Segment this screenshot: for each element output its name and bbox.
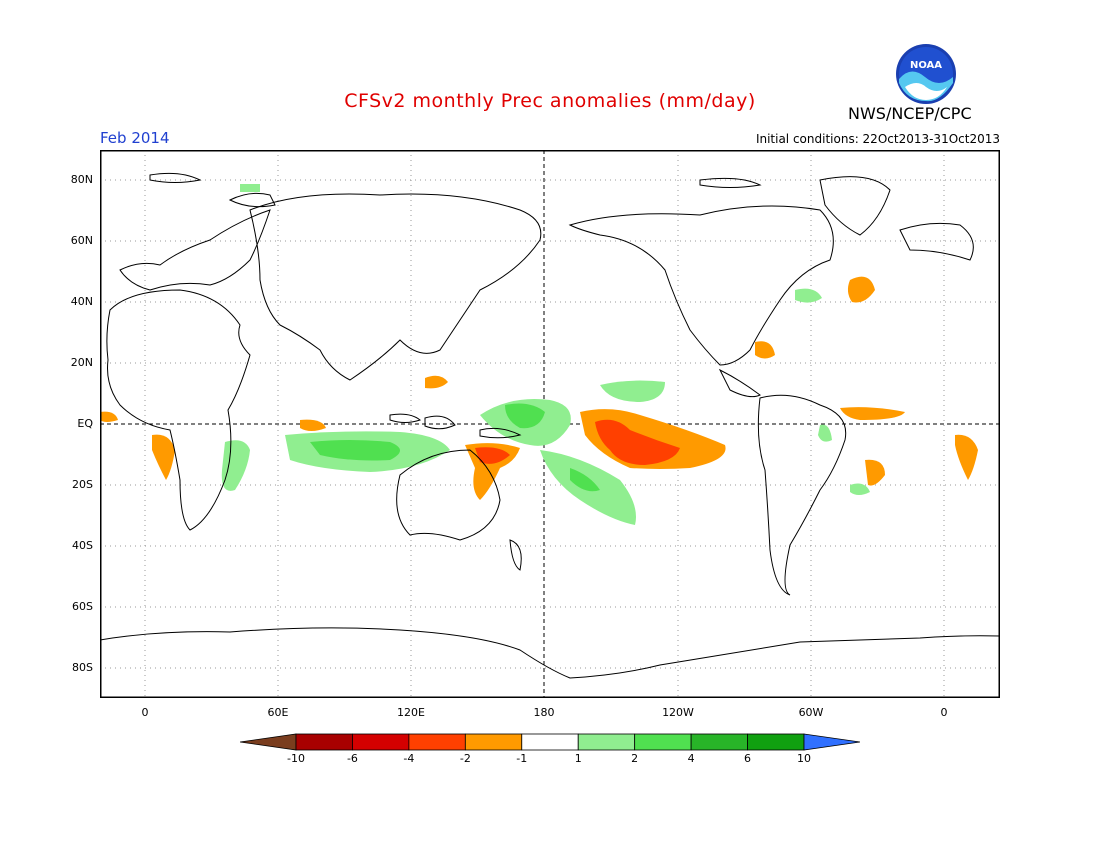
- lat-label: 80N: [70, 173, 93, 186]
- lat-label: 40S: [72, 539, 93, 552]
- colorbar-label: 10: [797, 752, 811, 765]
- colorbar-segment: [464, 733, 523, 751]
- lat-label: 20N: [70, 356, 93, 369]
- lon-label: 0: [141, 706, 149, 719]
- lat-label: 80S: [72, 661, 93, 674]
- map-frame: [100, 150, 1000, 698]
- noaa-logo: NOAA: [896, 44, 956, 104]
- colorbar-segment: [521, 733, 579, 751]
- lon-label: 60W: [798, 706, 824, 719]
- colorbar-segment: [408, 733, 466, 751]
- colorbar-label: -10: [287, 752, 305, 765]
- agency-label: NWS/NCEP/CPC: [848, 104, 972, 123]
- colorbar-label: -4: [403, 752, 415, 765]
- colorbar-label: 1: [574, 752, 582, 765]
- colorbar-segment: [747, 733, 805, 751]
- colorbar-segment: [240, 733, 297, 751]
- colorbar-label: 2: [631, 752, 639, 765]
- lat-label: 20S: [72, 478, 93, 491]
- colorbar-segment: [690, 733, 748, 751]
- lon-label: 120E: [397, 706, 425, 719]
- lon-label: 180: [533, 706, 555, 719]
- colorbar-segment: [295, 733, 353, 751]
- lon-label: 120W: [662, 706, 694, 719]
- positive-anomalies: [221, 184, 870, 525]
- colorbar-segment: [352, 733, 410, 751]
- colorbar-label: -2: [459, 752, 471, 765]
- colorbar-label: 4: [687, 752, 695, 765]
- forecast-month: Feb 2014: [100, 129, 170, 147]
- logo-text: NOAA: [910, 60, 942, 71]
- colorbar-label: -6: [346, 752, 358, 765]
- lon-label: 0: [940, 706, 948, 719]
- coastlines: [100, 172, 1000, 679]
- colorbar-segment: [803, 733, 860, 751]
- lat-label: 40N: [70, 295, 93, 308]
- colorbar-label: 6: [744, 752, 752, 765]
- colorbar: [240, 733, 860, 751]
- colorbar-segment: [634, 733, 692, 751]
- lat-label: 60N: [70, 234, 93, 247]
- initial-conditions: Initial conditions: 22Oct2013-31Oct2013: [755, 132, 1000, 146]
- negative-anomalies: [100, 276, 978, 500]
- lat-label: EQ: [77, 417, 93, 430]
- colorbar-segment: [577, 733, 636, 751]
- colorbar-label: -1: [516, 752, 528, 765]
- lat-label: 60S: [72, 600, 93, 613]
- chart-title: CFSv2 monthly Prec anomalies (mm/day): [344, 90, 756, 112]
- lon-label: 60E: [267, 706, 289, 719]
- precip-map: [100, 150, 1000, 698]
